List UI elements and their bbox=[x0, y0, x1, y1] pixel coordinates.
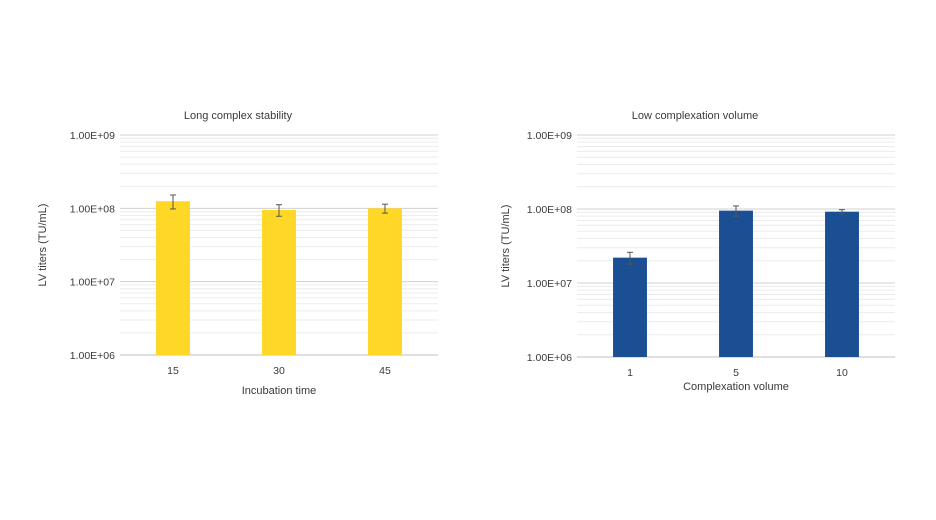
y-tick-label: 1.00E+09 bbox=[527, 130, 572, 142]
x-tick-label: 10 bbox=[836, 367, 848, 379]
y-tick-label: 1.00E+08 bbox=[70, 203, 115, 215]
chart-low-complexation-volume: Low complexation volume Complexation vol… bbox=[500, 110, 895, 393]
bar bbox=[719, 210, 753, 357]
bar bbox=[368, 208, 402, 355]
bar bbox=[156, 201, 190, 355]
y-axis-label: LV titers (TU/mL) bbox=[500, 205, 512, 288]
error-bar bbox=[733, 205, 739, 217]
y-axis-label: LV titers (TU/mL) bbox=[37, 204, 49, 287]
y-tick-label: 1.00E+07 bbox=[527, 278, 572, 290]
y-tick-label: 1.00E+06 bbox=[527, 352, 572, 364]
x-tick-label: 15 bbox=[167, 365, 179, 377]
bar bbox=[825, 211, 859, 357]
chart-long-complex-stability: Long complex stability Incubation time L… bbox=[37, 110, 438, 397]
y-tick-label: 1.00E+08 bbox=[527, 204, 572, 216]
chart-title: Long complex stability bbox=[184, 110, 293, 122]
x-tick-label: 5 bbox=[733, 367, 739, 379]
y-tick-label: 1.00E+07 bbox=[70, 277, 115, 289]
error-bar bbox=[170, 194, 176, 210]
x-tick-label: 45 bbox=[379, 365, 391, 377]
error-bar bbox=[276, 204, 282, 217]
bar bbox=[613, 257, 647, 357]
x-tick-label: 1 bbox=[627, 367, 633, 379]
x-tick-label: 30 bbox=[273, 365, 285, 377]
error-bar bbox=[627, 251, 633, 265]
error-bar bbox=[839, 209, 845, 215]
y-tick-label: 1.00E+06 bbox=[70, 350, 115, 362]
x-axis-label: Incubation time bbox=[242, 385, 317, 397]
y-tick-label: 1.00E+09 bbox=[70, 130, 115, 142]
chart-title: Low complexation volume bbox=[632, 110, 759, 122]
x-axis-label: Complexation volume bbox=[683, 381, 789, 393]
error-bar bbox=[382, 203, 388, 214]
bar bbox=[262, 209, 296, 355]
